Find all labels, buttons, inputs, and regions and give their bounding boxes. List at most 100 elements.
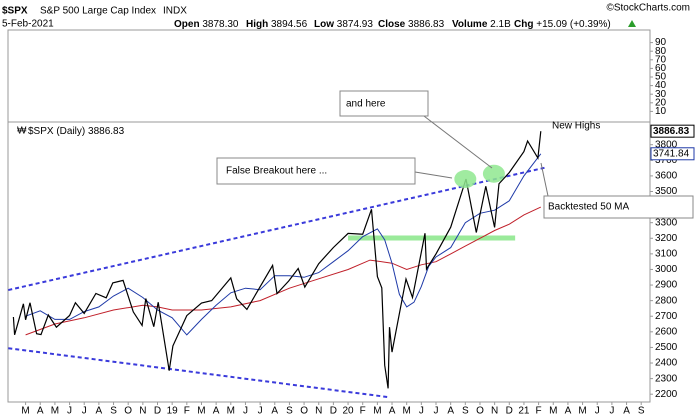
stat-label: Open xyxy=(174,19,200,30)
y-tick-label: 3300 xyxy=(655,217,678,228)
annotation: Backtested 50 MA xyxy=(548,202,629,213)
legend-value: 3886.83 xyxy=(88,126,125,137)
x-tick-label: M xyxy=(21,406,29,417)
stat-value: 3874.93 xyxy=(337,19,374,30)
x-tick-label: D xyxy=(154,406,161,417)
stat: High 3894.56 xyxy=(246,19,308,30)
main-panel-frame xyxy=(7,121,651,403)
x-tick-label: M xyxy=(549,406,557,417)
y-tick-label: 2700 xyxy=(655,311,678,322)
highlight xyxy=(482,164,505,183)
x-tick-label: S xyxy=(286,406,293,417)
x-tick-label: A xyxy=(213,406,220,417)
stat: Close 3886.83 xyxy=(378,19,445,30)
channel-line xyxy=(8,347,391,399)
x-tick-label: M xyxy=(403,406,411,417)
annotation-box xyxy=(216,157,416,185)
x-tick-label: M xyxy=(373,406,381,417)
leader-line xyxy=(414,171,453,179)
top-tick-label: 40 xyxy=(655,80,667,91)
y-tick-label: 3600 xyxy=(655,171,678,182)
stat: Volume 2.1B xyxy=(452,19,511,30)
legend-icon: ₩ xyxy=(17,126,27,137)
x-tick-label: M xyxy=(197,406,205,417)
x-tick-label: 20 xyxy=(342,406,354,417)
x-tick-label: J xyxy=(595,406,600,417)
top-tick-label: 20 xyxy=(655,97,667,108)
y-tick-label: 2500 xyxy=(655,342,678,353)
x-tick-label: F xyxy=(360,406,366,417)
stat: Open 3878.30 xyxy=(174,19,239,30)
x-tick-label: F xyxy=(536,406,542,417)
change-arrow xyxy=(628,20,636,27)
stat-label: Volume xyxy=(452,19,488,30)
x-tick-label: M xyxy=(227,406,235,417)
x-tick-label: O xyxy=(124,406,132,417)
top-tick-label: 10 xyxy=(655,106,667,117)
stat-value: 3878.30 xyxy=(202,19,239,30)
x-tick-label: D xyxy=(330,406,337,417)
legend: $SPX (Daily) 3886.83 xyxy=(28,126,125,137)
x-tick-label: D xyxy=(506,406,513,417)
y-tick-label: 3000 xyxy=(655,264,678,275)
x-tick-label: A xyxy=(565,406,572,417)
stat-label: Low xyxy=(314,19,334,30)
x-tick-label: S xyxy=(638,406,645,417)
highlight xyxy=(454,170,477,189)
x-tick-label: F xyxy=(184,406,190,417)
y-tick-label: 2600 xyxy=(655,326,678,337)
price-last-box xyxy=(650,124,695,138)
x-tick-label: J xyxy=(67,406,72,417)
x-tick-label: J xyxy=(82,406,87,417)
y-tick-label: 2200 xyxy=(655,389,678,400)
stat: Low 3874.93 xyxy=(314,19,373,30)
x-tick-label: O xyxy=(476,406,484,417)
annotation-box xyxy=(339,90,429,117)
ma-last-box-label: 3741.84 xyxy=(653,148,690,159)
y-tick-label: 2800 xyxy=(655,295,678,306)
x-tick-label: J xyxy=(434,406,439,417)
ma-last-box xyxy=(650,147,695,161)
moving-average xyxy=(25,206,542,336)
x-tick-label: M xyxy=(51,406,59,417)
annotation-box xyxy=(543,195,694,219)
symbol: $SPX xyxy=(2,6,28,17)
x-tick-label: J xyxy=(258,406,263,417)
annotation: False Breakout here ... xyxy=(226,166,327,177)
channel-line xyxy=(8,166,545,292)
y-tick-label: 2400 xyxy=(655,358,678,369)
x-tick-label: A xyxy=(389,406,396,417)
top-tick-label: 80 xyxy=(655,46,667,57)
top-tick-label: 50 xyxy=(655,72,667,83)
x-tick-label: S xyxy=(462,406,469,417)
y-tick-label: 3100 xyxy=(655,249,678,260)
y-tick-label: 2900 xyxy=(655,280,678,291)
x-tick-label: S xyxy=(110,406,117,417)
x-tick-label: 19 xyxy=(167,406,179,417)
x-tick-label: A xyxy=(447,406,454,417)
x-tick-label: A xyxy=(37,406,44,417)
top-tick-label: 30 xyxy=(655,89,667,100)
x-tick-label: N xyxy=(491,406,498,417)
leader-line xyxy=(540,162,549,197)
y-tick-label: 3700 xyxy=(655,155,678,166)
top-tick-label: 70 xyxy=(655,54,667,65)
y-tick-label: 3800 xyxy=(655,139,678,150)
x-tick-label: 21 xyxy=(518,406,530,417)
legend-name: $SPX (Daily) xyxy=(28,126,85,137)
y-tick-label: 2300 xyxy=(655,373,678,384)
source: ©StockCharts.com xyxy=(606,3,690,14)
x-tick-label: J xyxy=(419,406,424,417)
stat-label: Close xyxy=(378,19,406,30)
x-tick-label: N xyxy=(315,406,322,417)
stat: Chg +15.09 (+0.39%) xyxy=(514,19,611,30)
x-tick-label: O xyxy=(300,406,308,417)
x-tick-label: A xyxy=(271,406,278,417)
stat-value: 2.1B xyxy=(490,19,511,30)
x-tick-label: J xyxy=(609,406,614,417)
exchange: INDX xyxy=(163,6,187,17)
stat-value: 3894.56 xyxy=(271,19,308,30)
top-tick-label: 60 xyxy=(655,63,667,74)
x-tick-label: M xyxy=(578,406,586,417)
